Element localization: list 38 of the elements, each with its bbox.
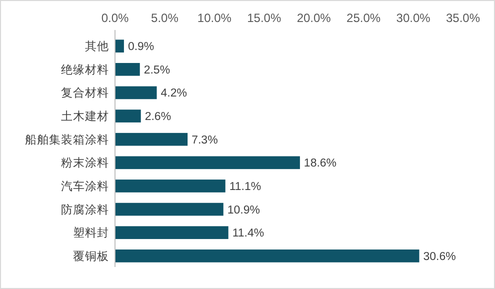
bar bbox=[115, 110, 141, 122]
data-label: 0.9% bbox=[128, 41, 154, 54]
x-tick-label: 35.0% bbox=[446, 11, 480, 25]
x-tick-label: 30.0% bbox=[396, 11, 431, 25]
data-label: 2.6% bbox=[144, 111, 172, 124]
y-tick-label: 其他 bbox=[85, 40, 109, 54]
data-label: 18.6% bbox=[304, 158, 337, 170]
data-label: 11.4% bbox=[232, 228, 264, 240]
data-label: 30.6% bbox=[423, 250, 456, 263]
x-tick-label: 10.0% bbox=[197, 11, 232, 25]
x-tick-label: 5.0% bbox=[151, 11, 179, 25]
y-tick-label: 防腐涂料 bbox=[61, 202, 109, 216]
data-label: 10.9% bbox=[227, 204, 260, 216]
y-tick-label: 绝缘材料 bbox=[61, 63, 109, 76]
bar bbox=[115, 40, 124, 52]
data-label: 2.5% bbox=[144, 64, 170, 76]
bar bbox=[115, 250, 420, 262]
bar bbox=[115, 132, 188, 146]
data-label: 4.2% bbox=[160, 88, 187, 100]
y-tick-label: 土木建材 bbox=[61, 110, 109, 124]
bar bbox=[115, 180, 226, 192]
bar bbox=[115, 202, 224, 216]
x-tick-label: 15.0% bbox=[247, 11, 282, 25]
y-tick-label: 塑料封 bbox=[73, 226, 109, 240]
y-tick-label: 船舶集装箱涂料 bbox=[25, 133, 109, 146]
x-tick-label: 0.0% bbox=[101, 11, 129, 25]
bar bbox=[115, 62, 140, 76]
y-tick-label: 覆铜板 bbox=[73, 250, 109, 263]
bar bbox=[115, 156, 300, 170]
data-label: 7.3% bbox=[192, 134, 218, 146]
x-tick-label: 20.0% bbox=[296, 11, 332, 25]
x-tick-label: 25.0% bbox=[346, 11, 381, 25]
data-label: 11.1% bbox=[229, 181, 262, 193]
y-tick-label: 汽车涂料 bbox=[61, 179, 109, 193]
y-tick-label: 复合材料 bbox=[61, 86, 109, 100]
bar bbox=[115, 86, 157, 100]
y-tick-label: 粉末涂料 bbox=[61, 156, 109, 170]
bar bbox=[115, 226, 228, 240]
